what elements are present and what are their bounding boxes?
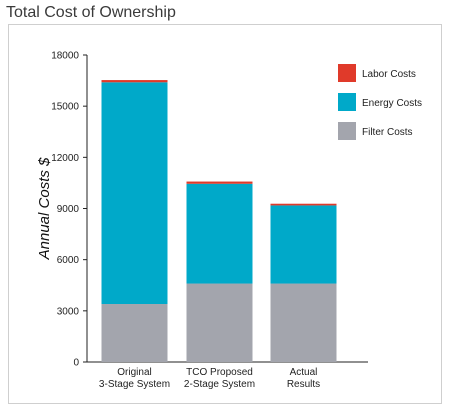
bar-segment-labor-costs	[186, 181, 253, 184]
bar-segment-filter-costs	[186, 283, 253, 362]
x-category-label: 3-Stage System	[99, 379, 170, 390]
bar-segment-energy-costs	[270, 205, 337, 284]
bar-segment-filter-costs	[270, 283, 337, 362]
y-axis-label: Annual Costs $	[36, 157, 53, 260]
bar-segment-labor-costs	[101, 80, 168, 83]
legend-swatch-filter-costs	[338, 122, 356, 140]
legend-label-labor-costs: Labor Costs	[362, 69, 416, 80]
page-title: Total Cost of Ownership	[6, 4, 176, 21]
legend-label-energy-costs: Energy Costs	[362, 98, 422, 109]
y-tick-label: 0	[73, 358, 79, 369]
y-tick-label: 15000	[51, 102, 79, 113]
x-category-label: TCO Proposed	[186, 367, 253, 378]
y-tick-label: 6000	[57, 255, 80, 266]
bar-segment-filter-costs	[101, 304, 168, 362]
y-tick-label: 18000	[51, 51, 79, 62]
chart-frame	[8, 24, 442, 404]
x-category-label: Results	[287, 379, 320, 390]
x-category-label: Actual	[290, 367, 318, 378]
x-category-label: Original	[117, 367, 151, 378]
bar-segment-labor-costs	[270, 203, 337, 206]
y-tick-label: 12000	[51, 153, 79, 164]
bar-segment-energy-costs	[186, 183, 253, 284]
x-category-label: 2-Stage System	[184, 379, 255, 390]
legend-swatch-energy-costs	[338, 93, 356, 111]
legend-swatch-labor-costs	[338, 64, 356, 82]
y-tick-label: 9000	[57, 204, 80, 215]
bar-segment-energy-costs	[101, 82, 168, 305]
y-tick-label: 3000	[57, 306, 80, 317]
legend-label-filter-costs: Filter Costs	[362, 127, 413, 138]
